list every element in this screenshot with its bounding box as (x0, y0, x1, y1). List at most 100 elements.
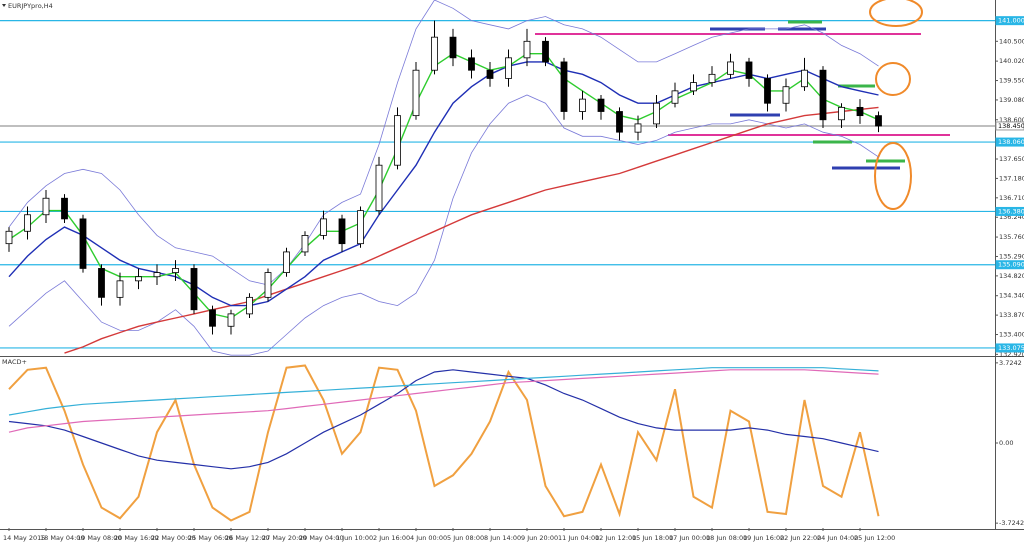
candle-body (856, 106, 864, 117)
y-tick-label: 137.650 (999, 155, 1024, 163)
candle-body (153, 272, 161, 278)
candle-body (209, 309, 216, 327)
candle-body (542, 40, 549, 63)
indicator-line (8, 369, 879, 433)
candle-body (116, 280, 124, 298)
candle-body (801, 69, 808, 88)
indicator-line (8, 364, 880, 522)
candle-body (505, 57, 512, 79)
y-tick-label: 132.920 (999, 350, 1024, 358)
level-label-box (995, 206, 1024, 216)
symbol-label: EURJPYpro,H4 (8, 2, 53, 10)
candle-body (782, 86, 790, 104)
candle-body (468, 57, 475, 71)
level-label: 135.090 (998, 261, 1024, 269)
x-tick-label: 25 May 06:00 (188, 534, 233, 542)
highlight-ellipse (874, 142, 912, 210)
candle-body (634, 123, 642, 133)
x-tick-label: 14 May 2015 (3, 534, 45, 542)
candle-body (523, 40, 531, 59)
y-tick-label: 136.240 (999, 213, 1024, 221)
candle-body (745, 61, 753, 79)
x-tick-label: 9 Jun 20:00 (521, 534, 558, 542)
indicator-line (64, 106, 879, 354)
x-tick-label: 1 Jun 10:00 (336, 534, 373, 542)
candle-body (338, 218, 346, 245)
x-tick-label: 20 May 16:00 (114, 534, 159, 542)
candle-body (764, 78, 771, 104)
x-tick-label: 15 Jun 18:00 (632, 534, 673, 542)
indicator-line (8, 369, 879, 470)
level-label-box (995, 16, 1024, 26)
candle-body (61, 197, 68, 220)
candle-body (653, 102, 660, 125)
y-tick-label: 134.340 (999, 292, 1024, 300)
candle-body (412, 69, 420, 117)
candle-body (79, 218, 87, 269)
x-tick-label: 22 Jun 22:00 (780, 534, 821, 542)
x-tick-label: 11 Jun 04:00 (558, 534, 599, 542)
candle-body (486, 69, 494, 79)
level-label-box (995, 121, 1024, 131)
x-tick-label: 5 Jun 08:00 (447, 534, 484, 542)
level-label: 136.380 (998, 207, 1024, 215)
candle-body (357, 210, 364, 245)
level-label-box (995, 260, 1024, 270)
candle-body (301, 235, 309, 253)
x-tick-label: 4 Jun 00:00 (410, 534, 447, 542)
x-tick-label: 17 Jun 00:00 (669, 534, 710, 542)
candle-body (98, 268, 105, 298)
highlight-ellipse (875, 62, 911, 96)
level-label: 138.450 (998, 122, 1024, 130)
candle-body (727, 61, 734, 75)
indicator-line (8, 367, 879, 416)
y-tick-label: 139.080 (999, 96, 1024, 104)
y-tick-label: 137.180 (999, 174, 1024, 182)
y-tick-label: 140.500 (999, 37, 1024, 45)
y-tick-label: 134.820 (999, 272, 1024, 280)
x-tick-label: 2 Jun 16:00 (373, 534, 410, 542)
candle-body (190, 268, 198, 311)
y-tick-label: 138.600 (999, 116, 1024, 124)
indicator-line (8, 0, 879, 286)
candle-body (283, 251, 290, 273)
candle-body (264, 272, 272, 298)
candle-body (560, 61, 568, 112)
level-label: 141.000 (998, 17, 1024, 25)
candle-body (597, 98, 605, 112)
y-tick-label: -3.7242 (999, 519, 1024, 527)
x-tick-label: 25 Jun 12:00 (854, 534, 895, 542)
candle-body (579, 98, 586, 112)
level-label-box (995, 137, 1024, 147)
x-tick-label: 24 Jun 04:00 (817, 534, 858, 542)
x-tick-label: 27 May 20:00 (262, 534, 307, 542)
level-label-box (995, 343, 1024, 353)
y-tick-label: 135.760 (999, 233, 1024, 241)
candle-body (819, 69, 827, 121)
x-tick-label: 22 May 00:00 (151, 534, 196, 542)
candle-body (394, 115, 401, 166)
x-tick-label: 26 May 12:00 (225, 534, 270, 542)
y-tick-label: 0.00 (999, 439, 1013, 447)
symbol-arrow (2, 4, 6, 7)
candle-body (431, 36, 438, 71)
candle-body (838, 106, 845, 121)
indicator-line (8, 61, 879, 307)
x-tick-label: 18 Jun 08:00 (706, 534, 747, 542)
indicator-label: MACD+ (2, 358, 27, 366)
candle-body (227, 313, 235, 327)
y-tick-label: 136.710 (999, 194, 1024, 202)
candle-body (616, 111, 623, 133)
candle-body (375, 164, 383, 212)
candle-body (449, 36, 457, 59)
candle-body (42, 197, 50, 216)
candle-body (24, 214, 31, 232)
x-tick-label: 18 May 04:00 (40, 534, 85, 542)
drawings (535, 0, 950, 210)
candle-body (671, 90, 679, 104)
x-tick-label: 19 May 08:00 (77, 534, 122, 542)
candle-body (875, 115, 882, 127)
level-label: 138.060 (998, 138, 1024, 146)
x-tick-label: 19 Jun 16:00 (743, 534, 784, 542)
